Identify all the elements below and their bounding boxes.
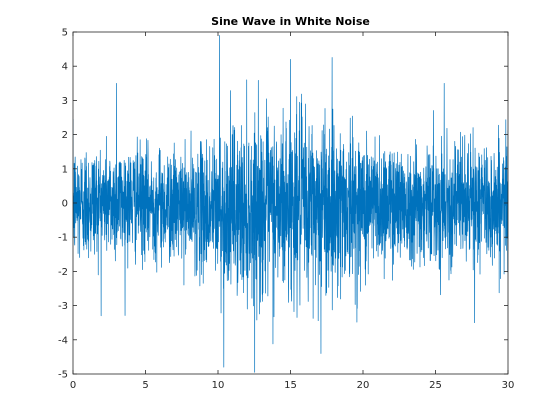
- y-tick-label: -3: [58, 301, 68, 312]
- x-tick-label: 20: [357, 380, 370, 391]
- x-tick-label: 5: [142, 380, 148, 391]
- x-tick-label: 25: [429, 380, 442, 391]
- series-line: [73, 35, 508, 373]
- y-tick-label: -4: [58, 335, 68, 346]
- axes-layer: 0 5 10 15 20 25 30 -5 -4 -3 -2 -1 0 1 2 3 4 5: [58, 28, 514, 392]
- y-tick-label: -5: [58, 370, 68, 381]
- y-tick-label: 0: [62, 199, 68, 210]
- x-tick-label: 10: [212, 380, 225, 391]
- y-tick-label: 4: [62, 62, 68, 73]
- y-tick-label: 2: [62, 130, 68, 141]
- y-tick-label: 5: [62, 28, 68, 39]
- y-tick-label: -1: [58, 233, 68, 244]
- x-tick-label: 30: [502, 380, 515, 391]
- x-tick-label: 0: [70, 380, 76, 391]
- y-tick-label: 1: [62, 164, 68, 175]
- y-tick-label: -2: [58, 267, 68, 278]
- x-tick-label: 15: [284, 380, 297, 391]
- chart-title: Sine Wave in White Noise: [211, 15, 370, 28]
- y-tick-label: 3: [62, 96, 68, 107]
- series-layer: [73, 35, 508, 373]
